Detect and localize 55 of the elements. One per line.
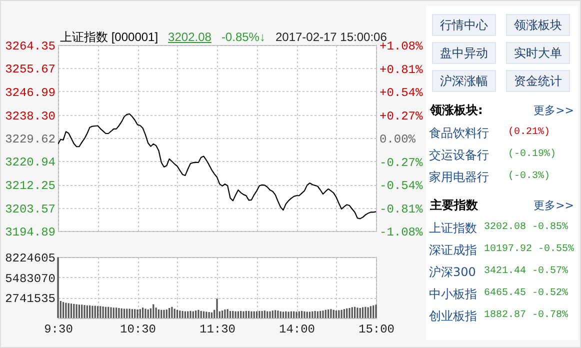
y-tick-label: 3255.67 bbox=[5, 62, 56, 77]
text: 资金统计 bbox=[506, 70, 570, 92]
text: 实时大单 bbox=[506, 42, 570, 64]
y2-tick-label: 0.00% bbox=[380, 132, 416, 146]
x-tick-label: 10:30 bbox=[120, 322, 156, 336]
y2-tick-label: -0.81% bbox=[380, 202, 424, 216]
text: 家用电器行 bbox=[429, 169, 489, 186]
text: 深证成指 bbox=[429, 242, 477, 259]
text: (-0.3%) bbox=[508, 171, 550, 182]
text: 3421.44 -0.57% bbox=[484, 266, 568, 277]
text: 6465.45 -0.52% bbox=[484, 288, 568, 299]
text: 盘中异动 bbox=[432, 42, 496, 64]
x-tick-label: 15:00 bbox=[358, 322, 395, 336]
text: (-0.19%) bbox=[508, 149, 556, 160]
y-tick-label: 3238.30 bbox=[5, 109, 56, 124]
y-tick-label: 3264.35 bbox=[5, 40, 56, 54]
y-tick-label: 3212.25 bbox=[5, 179, 56, 194]
y-tick-label: 5483070 bbox=[5, 272, 56, 286]
text: 行情中心 bbox=[432, 14, 496, 36]
text: 10197.92 -0.55% bbox=[484, 244, 574, 255]
y-tick-label: 3203.57 bbox=[5, 202, 56, 216]
text: 更多>> bbox=[534, 198, 574, 213]
y2-tick-label: -0.54% bbox=[380, 179, 424, 193]
text: 1882.87 -0.78% bbox=[484, 310, 568, 321]
x-tick-label: 11:30 bbox=[199, 322, 236, 336]
text: 食品饮料行 bbox=[429, 125, 489, 142]
x-tick-label: 14:00 bbox=[278, 322, 316, 336]
y-tick-label: 3246.99 bbox=[5, 86, 56, 100]
text: 领涨板块: bbox=[430, 102, 483, 119]
line-series bbox=[58, 113, 376, 220]
text: 3202.08 -0.85% bbox=[484, 222, 568, 233]
text: 创业板指 bbox=[429, 308, 477, 325]
text: 更多>> bbox=[534, 103, 574, 118]
text: (0.21%) bbox=[508, 127, 550, 138]
text: 中小板指 bbox=[429, 286, 477, 303]
y2-tick-label: +0.54% bbox=[380, 86, 424, 100]
y-tick-label: 3220.94 bbox=[5, 156, 56, 170]
y2-tick-label: -0.27% bbox=[380, 156, 424, 170]
y-tick-label: 8224605 bbox=[5, 252, 56, 266]
y2-tick-label: +0.27% bbox=[380, 109, 424, 124]
y-tick-label: 2741535 bbox=[5, 292, 56, 306]
text: 交运设备行 bbox=[429, 147, 489, 164]
text: 沪深涨幅 bbox=[432, 70, 496, 92]
text: 3202.08 bbox=[168, 30, 212, 44]
text: 领涨板块 bbox=[506, 14, 570, 36]
y-tick-label: 3229.62 bbox=[5, 132, 56, 146]
y2-tick-label: -1.08% bbox=[380, 226, 424, 240]
text: 沪深300 bbox=[429, 264, 476, 281]
chart-title: 上证指数 [000001] bbox=[60, 30, 158, 44]
y2-tick-label: +0.81% bbox=[380, 62, 424, 77]
y-tick-label: 3194.89 bbox=[5, 226, 56, 240]
text: 上证指数 bbox=[429, 220, 477, 237]
text: 主要指数 bbox=[430, 197, 478, 214]
text: -0.85%↓ bbox=[221, 30, 266, 44]
x-tick-label: 9:30 bbox=[44, 322, 73, 336]
